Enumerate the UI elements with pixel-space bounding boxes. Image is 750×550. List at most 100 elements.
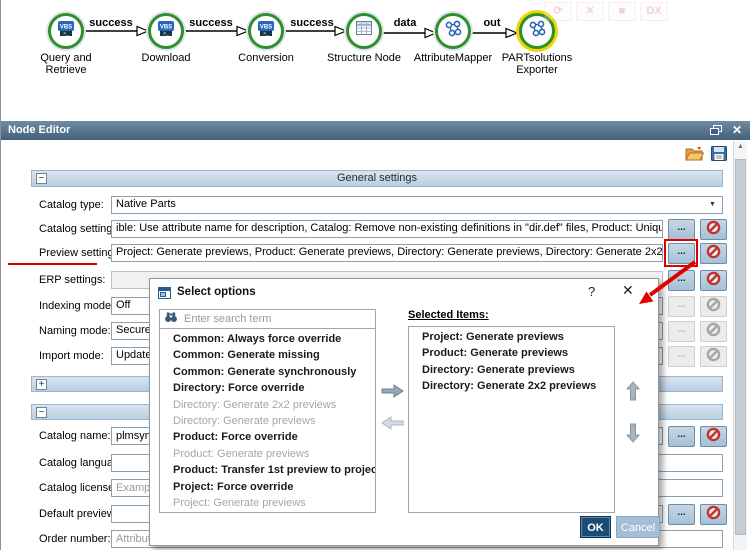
selected-items-list: Project: Generate previews Product: Gene… [408,326,615,513]
selected-item[interactable]: Project: Generate previews [422,331,564,343]
general-settings-section-bar: − General settings [31,170,723,187]
catalog-settings-ellipsis-button[interactable]: ... [668,219,695,240]
search-box [159,309,376,329]
selected-item[interactable]: Product: Generate previews [422,347,569,360]
svg-text:>_: >_ [163,31,169,37]
option-item[interactable]: Project: Force override [173,480,294,493]
catalog-language-label: Catalog language: [39,457,129,469]
option-item[interactable]: Common: Generate synchronously [173,365,357,378]
indexing-mode-label: Indexing mode: [39,300,115,312]
default-preview-clear-button[interactable] [700,504,727,525]
node-label: AttributeMapper [413,52,493,64]
ok-button[interactable]: OK [580,516,611,538]
scroll-up-icon[interactable]: ▲ [737,143,744,150]
block-icon [706,347,721,367]
block-icon [706,505,721,525]
dialog-title: Select options [177,286,256,298]
preview-settings-clear-button[interactable] [700,243,727,264]
open-folder-icon[interactable] [685,146,705,166]
erp-settings-label: ERP settings: [39,274,106,286]
option-item[interactable]: Product: Force override [173,431,298,444]
catalog-settings-clear-button[interactable] [700,219,727,240]
naming-mode-ellipsis-button: ... [668,321,695,342]
edge-label: success [89,17,133,29]
erp-settings-clear-button[interactable] [700,270,727,291]
section-title: General settings [336,172,418,184]
vbs-script-icon: VBS >_ [157,20,175,42]
preview-settings-field[interactable]: Project: Generate previews, Product: Gen… [111,244,663,262]
block-icon [706,322,721,342]
dx-button[interactable]: DX [640,2,668,21]
node-label: Conversion [238,52,294,64]
workflow-node-attributemapper[interactable]: AttributeMapper [398,13,508,64]
annotation-underline [8,263,97,265]
workflow-node-structure[interactable]: Structure Node [319,13,409,64]
order-number-label: Order number: [39,533,111,545]
workflow-node-partsolutions-exporter[interactable]: PARTsolutions Exporter [495,13,579,76]
move-left-icon[interactable] [381,416,404,435]
move-right-icon[interactable] [381,384,404,403]
svg-text:VBS: VBS [260,25,272,31]
option-item[interactable]: Common: Generate missing [173,349,320,362]
option-item[interactable]: Project: Generate previews [173,496,306,509]
save-icon[interactable] [711,146,727,166]
option-item[interactable]: Directory: Force override [173,382,305,395]
expand-section-icon[interactable]: + [36,379,47,390]
close-icon[interactable]: ✕ [622,282,634,298]
catalog-type-value: Native Parts [116,198,176,210]
option-item[interactable]: Product: Generate previews [173,447,310,460]
workflow-node-query-and-retrieve[interactable]: VBS >_ Query and Retrieve [31,13,101,76]
close-window-icon[interactable]: ✕ [731,123,742,137]
option-item[interactable]: Common: Always force override [173,333,342,345]
catalog-settings-field[interactable]: ible: Use attribute name for description… [111,220,663,238]
node-label: Query and Retrieve [40,52,92,76]
search-input[interactable] [182,312,366,326]
refresh-icon[interactable]: ⟳ [544,2,572,21]
vertical-scrollbar[interactable]: ▲ [733,141,747,550]
selected-item[interactable]: Directory: Generate previews [422,363,575,376]
catalog-name-clear-button[interactable] [700,426,727,447]
catalog-type-combobox[interactable]: Native Parts ▼ [111,196,723,214]
restore-window-icon[interactable] [710,121,722,140]
graph-icon [443,19,463,44]
help-icon[interactable]: ? [588,284,596,299]
svg-text:>_: >_ [63,31,69,37]
option-item[interactable]: Product: Transfer 1st preview to project [173,464,375,477]
collapse-section-icon[interactable]: − [36,407,47,418]
block-icon [706,297,721,317]
vbs-script-icon: VBS >_ [57,20,75,42]
indexing-mode-clear-button [700,296,727,317]
selected-items-title: Selected Items: [408,309,489,321]
chevron-down-icon[interactable]: ▼ [709,201,716,208]
default-preview-ellipsis-button[interactable]: ... [668,504,695,525]
option-item[interactable]: Directory: Generate 2x2 previews [173,398,337,411]
option-item[interactable]: Directory: Generate previews [173,414,316,427]
catalog-name-ellipsis-button[interactable]: ... [668,426,695,447]
erp-settings-ellipsis-button[interactable]: ... [668,270,695,291]
cancel-button[interactable]: Cancel [616,516,660,538]
binoculars-search-icon [164,310,178,328]
node-label: PARTsolutions Exporter [501,52,573,76]
close-icon[interactable]: ✕ [576,2,604,21]
vbs-script-icon: VBS >_ [257,20,275,42]
scrollbar-thumb[interactable] [735,159,746,535]
move-up-icon[interactable] [625,381,641,406]
move-down-icon[interactable] [625,423,641,448]
import-mode-clear-button [700,346,727,367]
stop-icon[interactable]: ■ [608,2,636,21]
catalog-license-label: Catalog license: [39,482,118,494]
workflow-edges [84,25,519,39]
workflow-node-download[interactable]: VBS >_ Download [121,13,211,64]
dialog-icon [158,286,171,304]
selected-item[interactable]: Directory: Generate 2x2 previews [422,380,597,393]
workflow-canvas: success success success data out VBS >_ Q… [1,0,750,112]
default-preview-label: Default preview: [39,508,118,520]
window-title: Node Editor [8,124,71,136]
options-list: Common: Always force override Common: Ge… [159,328,376,513]
node-editor-titlebar: Node Editor ✕ [1,121,750,140]
collapse-section-icon[interactable]: − [36,173,47,184]
catalog-name-label: Catalog name: [39,430,111,442]
table-icon [356,21,372,41]
workflow-node-conversion[interactable]: VBS >_ Conversion [221,13,311,64]
